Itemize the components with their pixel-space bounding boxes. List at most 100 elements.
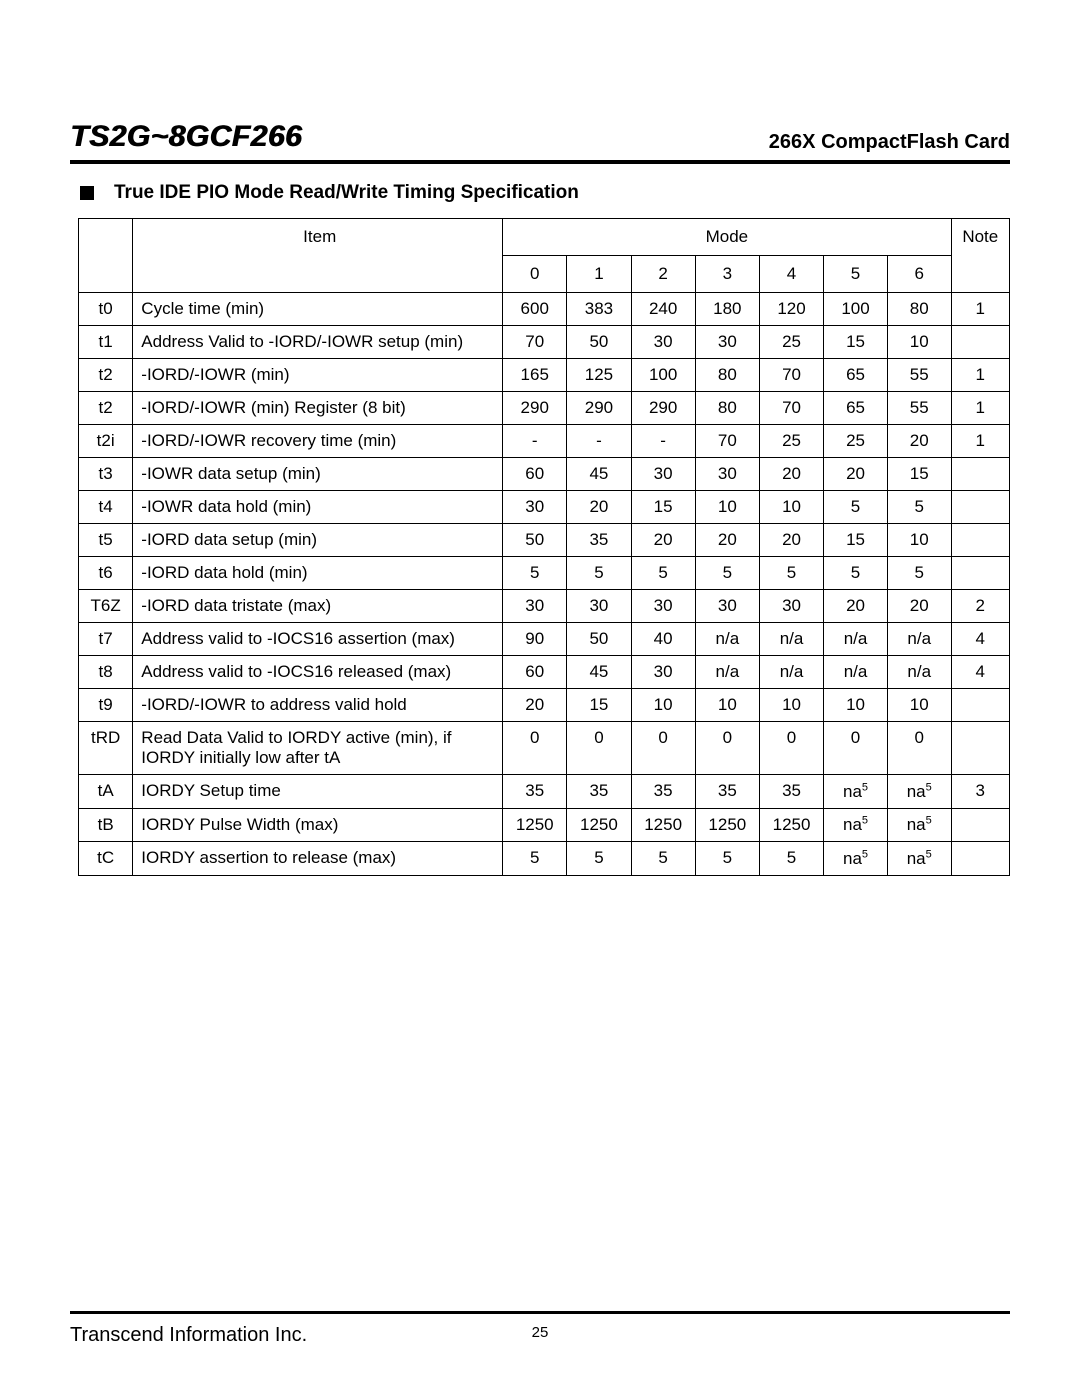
cell-value: 15 xyxy=(824,326,888,359)
header-mode-col: 5 xyxy=(824,256,888,293)
cell-value: - xyxy=(631,425,695,458)
cell-symbol: tC xyxy=(79,842,133,876)
page-number: 25 xyxy=(532,1324,549,1341)
cell-value: 45 xyxy=(567,458,631,491)
cell-value: 70 xyxy=(503,326,567,359)
header-mode-col: 0 xyxy=(503,256,567,293)
cell-value: 120 xyxy=(759,293,823,326)
cell-value: 70 xyxy=(759,359,823,392)
cell-item: -IORD/-IOWR to address valid hold xyxy=(133,689,503,722)
header-note: Note xyxy=(951,219,1009,293)
cell-value: na5 xyxy=(824,775,888,809)
cell-value: 65 xyxy=(824,359,888,392)
cell-value: 600 xyxy=(503,293,567,326)
cell-item: -IORD data tristate (max) xyxy=(133,590,503,623)
table-row: t6-IORD data hold (min)5555555 xyxy=(79,557,1010,590)
cell-note xyxy=(951,491,1009,524)
header-blank xyxy=(79,219,133,293)
cell-symbol: t0 xyxy=(79,293,133,326)
cell-value: 10 xyxy=(887,524,951,557)
cell-value: 5 xyxy=(824,557,888,590)
square-bullet-icon xyxy=(80,186,94,200)
cell-value: 10 xyxy=(887,689,951,722)
cell-value: 1250 xyxy=(759,808,823,842)
cell-symbol: t4 xyxy=(79,491,133,524)
cell-symbol: t7 xyxy=(79,623,133,656)
page-header: TS2G~8GCF266 266X CompactFlash Card xyxy=(70,120,1010,164)
cell-symbol: t2 xyxy=(79,392,133,425)
cell-value: 5 xyxy=(887,491,951,524)
cell-value: 5 xyxy=(695,842,759,876)
cell-value: 0 xyxy=(824,722,888,775)
header-item: Item xyxy=(133,219,503,293)
cell-item: Cycle time (min) xyxy=(133,293,503,326)
cell-value: 30 xyxy=(503,491,567,524)
cell-item: -IORD data setup (min) xyxy=(133,524,503,557)
cell-value: 35 xyxy=(695,775,759,809)
cell-value: 30 xyxy=(631,326,695,359)
cell-value: 45 xyxy=(567,656,631,689)
cell-value: 60 xyxy=(503,656,567,689)
cell-note xyxy=(951,326,1009,359)
cell-item: -IORD data hold (min) xyxy=(133,557,503,590)
cell-item: IORDY Pulse Width (max) xyxy=(133,808,503,842)
cell-value: 35 xyxy=(503,775,567,809)
cell-value: 30 xyxy=(695,458,759,491)
cell-symbol: tA xyxy=(79,775,133,809)
cell-value: na5 xyxy=(824,842,888,876)
cell-value: 10 xyxy=(695,689,759,722)
cell-value: 15 xyxy=(824,524,888,557)
cell-value: 5 xyxy=(503,557,567,590)
table-row: tBIORDY Pulse Width (max)125012501250125… xyxy=(79,808,1010,842)
cell-value: 35 xyxy=(567,775,631,809)
cell-value: 80 xyxy=(695,359,759,392)
cell-item: Read Data Valid to IORDY active (min), i… xyxy=(133,722,503,775)
cell-value: 5 xyxy=(887,557,951,590)
cell-value: 0 xyxy=(759,722,823,775)
table-row: t5-IORD data setup (min)50352020201510 xyxy=(79,524,1010,557)
cell-value: n/a xyxy=(759,623,823,656)
cell-value: n/a xyxy=(824,656,888,689)
cell-note xyxy=(951,808,1009,842)
cell-value: 40 xyxy=(631,623,695,656)
header-mode-col: 3 xyxy=(695,256,759,293)
product-name: 266X CompactFlash Card xyxy=(769,131,1010,154)
cell-item: -IORD/-IOWR (min) xyxy=(133,359,503,392)
cell-value: 290 xyxy=(567,392,631,425)
table-row: T6Z-IORD data tristate (max)303030303020… xyxy=(79,590,1010,623)
table-row: t2-IORD/-IOWR (min) Register (8 bit) 2902… xyxy=(79,392,1010,425)
cell-value: 165 xyxy=(503,359,567,392)
cell-value: 30 xyxy=(631,458,695,491)
cell-value: 20 xyxy=(824,590,888,623)
table-header-row-1: Item Mode Note xyxy=(79,219,1010,256)
cell-value: 5 xyxy=(631,842,695,876)
cell-value: 10 xyxy=(631,689,695,722)
cell-value: 0 xyxy=(695,722,759,775)
cell-value: 290 xyxy=(631,392,695,425)
cell-note xyxy=(951,722,1009,775)
cell-note xyxy=(951,689,1009,722)
cell-value: 0 xyxy=(567,722,631,775)
cell-item: IORDY Setup time xyxy=(133,775,503,809)
cell-value: na5 xyxy=(887,842,951,876)
cell-symbol: t8 xyxy=(79,656,133,689)
document-title: TS2G~8GCF266 xyxy=(70,120,302,154)
cell-value: - xyxy=(503,425,567,458)
cell-value: 80 xyxy=(695,392,759,425)
cell-value: n/a xyxy=(695,656,759,689)
cell-note xyxy=(951,458,1009,491)
cell-item: -IORD/-IOWR (min) Register (8 bit) xyxy=(133,392,503,425)
cell-symbol: t2 xyxy=(79,359,133,392)
cell-value: n/a xyxy=(887,656,951,689)
cell-value: 10 xyxy=(824,689,888,722)
table-header: Item Mode Note 0123456 xyxy=(79,219,1010,293)
header-mode-col: 6 xyxy=(887,256,951,293)
cell-value: 30 xyxy=(695,590,759,623)
cell-value: 25 xyxy=(824,425,888,458)
cell-value: 20 xyxy=(759,524,823,557)
cell-value: 30 xyxy=(567,590,631,623)
table-row: t2-IORD/-IOWR (min)165125100807065551 xyxy=(79,359,1010,392)
cell-note: 4 xyxy=(951,623,1009,656)
cell-symbol: t5 xyxy=(79,524,133,557)
cell-symbol: T6Z xyxy=(79,590,133,623)
